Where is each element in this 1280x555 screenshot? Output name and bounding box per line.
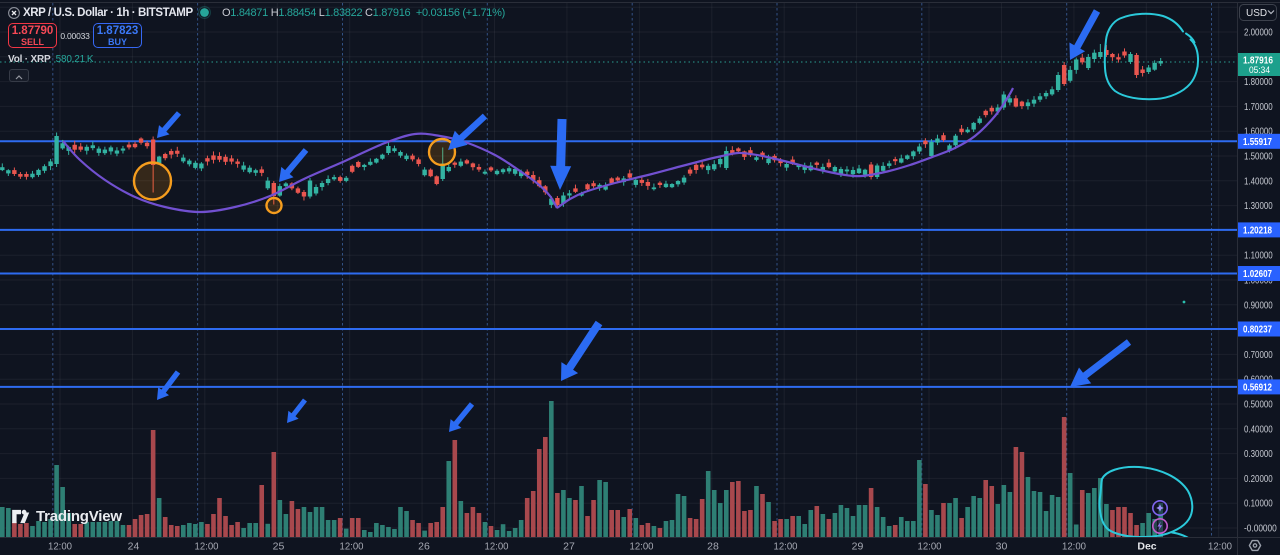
svg-text:12:00: 12:00 [340,541,364,553]
svg-text:12:00: 12:00 [485,541,509,553]
svg-text:0.10000: 0.10000 [1244,498,1273,510]
svg-text:12:00: 12:00 [195,541,219,553]
svg-text:26: 26 [418,541,430,553]
svg-text:1.30000: 1.30000 [1244,200,1273,212]
svg-text:1.87916: 1.87916 [1243,55,1273,67]
svg-text:1.70000: 1.70000 [1244,101,1273,113]
svg-text:Dec: Dec [1137,541,1156,553]
svg-text:1.80000: 1.80000 [1244,76,1273,88]
svg-text:12:00: 12:00 [630,541,654,553]
svg-text:25: 25 [273,541,285,553]
svg-text:12:00: 12:00 [918,541,942,553]
svg-text:1.20218: 1.20218 [1243,224,1272,236]
svg-text:12:00: 12:00 [774,541,798,553]
svg-text:0.56912: 0.56912 [1243,381,1272,393]
svg-text:29: 29 [852,541,864,553]
svg-text:30: 30 [996,541,1008,553]
svg-text:1.50000: 1.50000 [1244,151,1273,163]
svg-text:1.40000: 1.40000 [1244,175,1273,187]
svg-text:1.55917: 1.55917 [1243,136,1272,148]
svg-text:0.50000: 0.50000 [1244,399,1273,411]
svg-text:-0.00000: -0.00000 [1244,523,1277,535]
svg-text:05:34: 05:34 [1249,65,1270,76]
svg-text:1.02607: 1.02607 [1243,268,1272,280]
svg-text:0.30000: 0.30000 [1244,448,1273,460]
svg-text:12:00: 12:00 [1062,541,1086,553]
svg-text:0.20000: 0.20000 [1244,473,1273,485]
svg-text:27: 27 [563,541,575,553]
svg-text:0.70000: 0.70000 [1244,349,1273,361]
svg-text:1.10000: 1.10000 [1244,250,1273,262]
svg-text:2.00000: 2.00000 [1244,27,1273,39]
svg-text:28: 28 [707,541,719,553]
svg-text:0.40000: 0.40000 [1244,423,1273,435]
svg-text:0.80237: 0.80237 [1243,324,1272,336]
svg-text:0.90000: 0.90000 [1244,299,1273,311]
svg-text:24: 24 [128,541,140,553]
svg-text:12:00: 12:00 [48,541,72,553]
svg-text:12:00: 12:00 [1208,541,1232,553]
svg-text:USD: USD [1246,8,1267,19]
